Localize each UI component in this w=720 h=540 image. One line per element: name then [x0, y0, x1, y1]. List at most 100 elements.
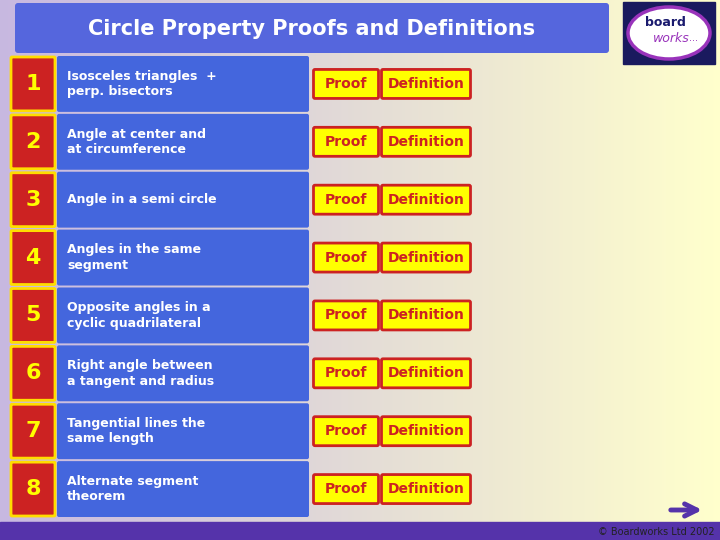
Bar [119, 0, 120, 540]
Bar [416, 0, 417, 540]
Bar [104, 0, 105, 540]
Bar [645, 0, 646, 540]
Bar [135, 0, 136, 540]
Bar [610, 0, 611, 540]
Bar [533, 0, 534, 540]
Bar [583, 0, 584, 540]
Bar [178, 0, 179, 540]
FancyBboxPatch shape [57, 114, 309, 170]
Bar [691, 0, 692, 540]
Bar [560, 0, 561, 540]
Bar [36, 0, 37, 540]
Bar [183, 0, 184, 540]
Bar [258, 0, 259, 540]
Bar [54, 0, 55, 540]
Bar [161, 0, 162, 540]
Bar [576, 0, 577, 540]
Bar [468, 0, 469, 540]
Bar [288, 0, 289, 540]
Bar [655, 0, 656, 540]
Bar [587, 0, 588, 540]
Bar [315, 0, 316, 540]
Bar [197, 0, 198, 540]
Bar [657, 0, 658, 540]
Bar [541, 0, 542, 540]
Bar [240, 0, 241, 540]
Bar [714, 0, 715, 540]
Bar [242, 0, 243, 540]
Bar [644, 0, 645, 540]
Bar [519, 0, 520, 540]
Bar [107, 0, 108, 540]
Bar [137, 0, 138, 540]
Bar [561, 0, 562, 540]
Bar [471, 0, 472, 540]
Bar [455, 0, 456, 540]
Bar [513, 0, 514, 540]
Bar [483, 0, 484, 540]
Bar [646, 0, 647, 540]
Bar [65, 0, 66, 540]
Bar [686, 0, 687, 540]
Bar [594, 0, 595, 540]
Bar [247, 0, 248, 540]
Bar [350, 0, 351, 540]
Bar [1, 0, 2, 540]
Bar [0, 522, 720, 540]
Bar [447, 0, 448, 540]
Bar [175, 0, 176, 540]
FancyBboxPatch shape [382, 127, 470, 156]
Bar [172, 0, 173, 540]
Bar [249, 0, 250, 540]
Bar [275, 0, 276, 540]
Bar [442, 0, 443, 540]
Bar [157, 0, 158, 540]
Bar [276, 0, 277, 540]
Bar [663, 0, 664, 540]
Bar [27, 0, 28, 540]
Bar [46, 0, 47, 540]
Bar [462, 0, 463, 540]
Text: Tangential lines the
same length: Tangential lines the same length [67, 417, 205, 445]
Bar [493, 0, 494, 540]
Bar [666, 0, 667, 540]
Bar [10, 0, 11, 540]
Bar [634, 0, 635, 540]
Bar [584, 0, 585, 540]
Bar [670, 0, 671, 540]
Bar [254, 0, 255, 540]
Bar [629, 0, 630, 540]
Bar [327, 0, 328, 540]
Bar [495, 0, 496, 540]
Bar [606, 0, 607, 540]
Bar [547, 0, 548, 540]
Bar [529, 0, 530, 540]
FancyBboxPatch shape [57, 56, 309, 112]
Bar [372, 0, 373, 540]
Bar [383, 0, 384, 540]
Bar [463, 0, 464, 540]
Bar [370, 0, 371, 540]
Bar [524, 0, 525, 540]
Bar [184, 0, 185, 540]
Bar [391, 0, 392, 540]
Bar [190, 0, 191, 540]
Bar [473, 0, 474, 540]
Bar [428, 0, 429, 540]
Bar [427, 0, 428, 540]
Bar [127, 0, 128, 540]
Bar [241, 0, 242, 540]
Bar [450, 0, 451, 540]
Bar [76, 0, 77, 540]
Bar [118, 0, 119, 540]
Bar [368, 0, 369, 540]
Bar [388, 0, 389, 540]
Bar [328, 0, 329, 540]
Bar [380, 0, 381, 540]
Bar [61, 0, 62, 540]
Bar [124, 0, 125, 540]
Bar [106, 0, 107, 540]
Bar [332, 0, 333, 540]
Bar [399, 0, 400, 540]
Bar [578, 0, 579, 540]
